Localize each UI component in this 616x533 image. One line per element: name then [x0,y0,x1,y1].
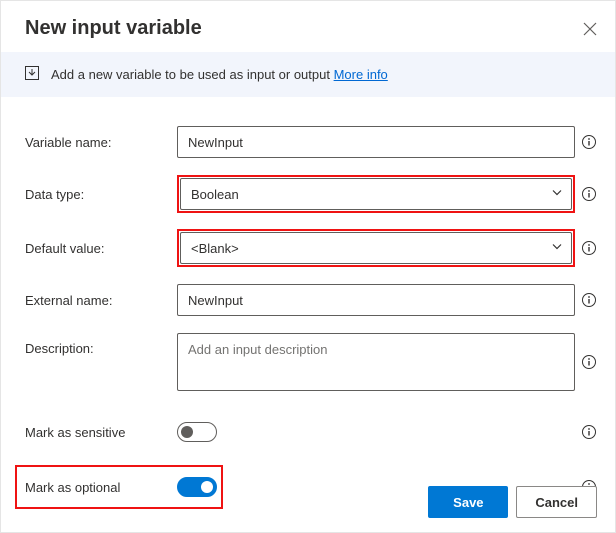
info-banner: Add a new variable to be used as input o… [1,52,615,97]
dialog-header: New input variable [1,1,615,52]
row-variable-name: Variable name: [25,125,603,159]
highlight-default-value: <Blank> [177,229,575,267]
select-data-type[interactable]: Boolean [180,178,572,210]
row-sensitive: Mark as sensitive [25,415,603,449]
dialog-footer: Save Cancel [428,486,597,518]
save-button[interactable]: Save [428,486,508,518]
row-description: Description: [25,333,603,391]
row-external-name: External name: [25,283,603,317]
dialog-title: New input variable [25,17,202,40]
form-body: Variable name: Data type: Boolean Defaul [1,97,615,525]
label-description: Description: [25,333,177,356]
row-data-type: Data type: Boolean [25,175,603,213]
input-output-icon [23,64,41,85]
help-icon[interactable] [581,240,597,256]
help-icon[interactable] [581,134,597,150]
help-icon[interactable] [581,424,597,440]
input-external-name[interactable] [177,284,575,316]
cancel-button[interactable]: Cancel [516,486,597,518]
toggle-sensitive[interactable] [177,422,217,442]
row-default-value: Default value: <Blank> [25,229,603,267]
toggle-optional[interactable] [177,477,217,497]
close-icon[interactable] [583,22,597,36]
help-icon[interactable] [581,186,597,202]
select-default-value[interactable]: <Blank> [180,232,572,264]
label-variable-name: Variable name: [25,135,177,150]
highlight-optional: Mark as optional [15,465,223,509]
more-info-link[interactable]: More info [334,67,388,82]
chevron-down-icon [551,187,563,202]
help-icon[interactable] [581,292,597,308]
label-default-value: Default value: [25,241,177,256]
label-optional: Mark as optional [25,480,177,495]
highlight-data-type: Boolean [177,175,575,213]
help-icon[interactable] [581,354,597,370]
label-sensitive: Mark as sensitive [25,425,177,440]
chevron-down-icon [551,241,563,256]
banner-text: Add a new variable to be used as input o… [51,67,388,82]
label-external-name: External name: [25,293,177,308]
new-input-variable-dialog: New input variable Add a new variable to… [0,0,616,533]
input-variable-name[interactable] [177,126,575,158]
label-data-type: Data type: [25,187,177,202]
input-description[interactable] [177,333,575,391]
